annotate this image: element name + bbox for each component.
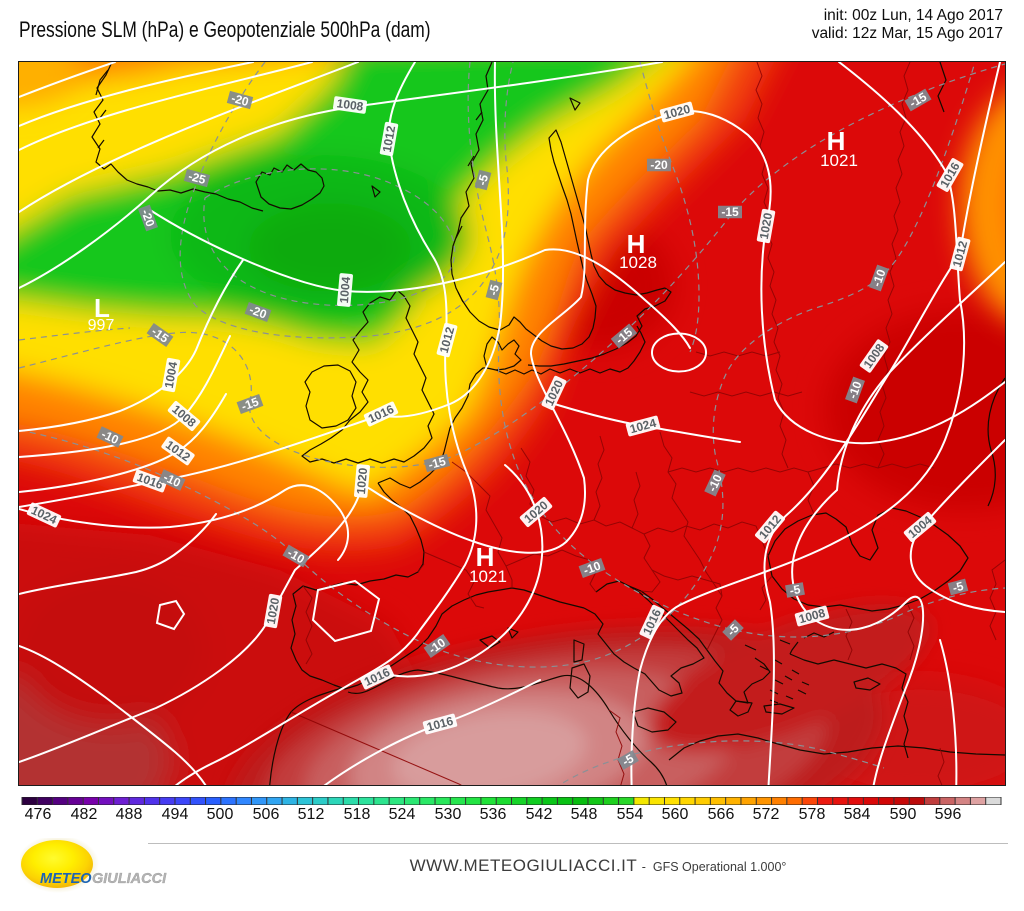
svg-text:-20: -20 [230, 91, 251, 109]
svg-text:-15: -15 [427, 454, 448, 472]
svg-text:-10: -10 [845, 379, 864, 400]
svg-text:H: H [476, 542, 495, 572]
svg-text:1020: 1020 [757, 211, 775, 240]
svg-text:1012: 1012 [380, 124, 398, 153]
svg-text:1012: 1012 [950, 239, 971, 269]
svg-text:-15: -15 [239, 394, 260, 413]
svg-text:1024: 1024 [628, 416, 658, 437]
svg-text:-5: -5 [475, 173, 491, 187]
svg-text:-10: -10 [705, 472, 725, 494]
svg-text:-20: -20 [650, 158, 668, 172]
svg-text:1020: 1020 [662, 102, 692, 123]
svg-text:-15: -15 [721, 205, 739, 219]
svg-text:1016: 1016 [425, 714, 455, 735]
svg-text:-10: -10 [581, 558, 602, 577]
svg-text:-5: -5 [789, 582, 802, 598]
svg-text:1020: 1020 [264, 596, 282, 625]
svg-text:1004: 1004 [337, 276, 353, 304]
svg-text:1020: 1020 [354, 467, 370, 495]
svg-text:L: L [94, 293, 110, 323]
svg-text:-20: -20 [138, 207, 157, 228]
svg-text:H: H [827, 126, 846, 156]
svg-text:1021: 1021 [820, 151, 858, 170]
svg-text:-5: -5 [951, 579, 965, 595]
svg-text:METEO: METEO [40, 871, 92, 887]
svg-text:1021: 1021 [469, 567, 507, 586]
svg-text:GIULIACCI: GIULIACCI [92, 871, 167, 887]
svg-text:-25: -25 [187, 169, 208, 187]
svg-text:1008: 1008 [797, 606, 827, 627]
svg-text:-10: -10 [99, 427, 121, 447]
svg-text:997: 997 [88, 317, 115, 334]
svg-text:1008: 1008 [336, 96, 365, 114]
svg-text:1004: 1004 [162, 360, 180, 389]
svg-text:-10: -10 [161, 470, 183, 490]
svg-text:-10: -10 [869, 267, 888, 288]
svg-text:H: H [627, 229, 646, 259]
svg-text:1012: 1012 [437, 325, 458, 355]
svg-text:-5: -5 [486, 283, 502, 297]
svg-text:1028: 1028 [619, 253, 657, 272]
svg-text:-20: -20 [247, 302, 268, 321]
